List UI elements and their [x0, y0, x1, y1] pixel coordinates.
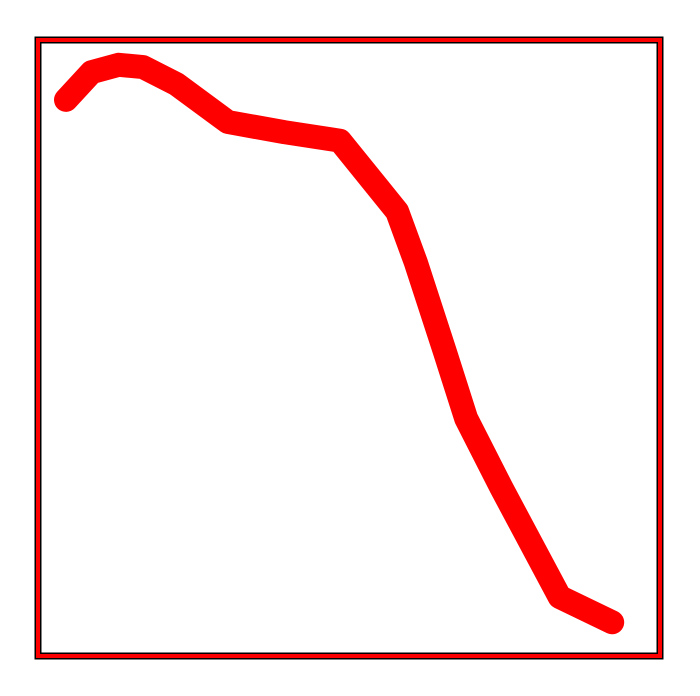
- series-line-0: [54, 52, 625, 635]
- plot-frame-outline: [34, 36, 664, 660]
- plot-frame: [36, 38, 662, 658]
- series-layer: [54, 52, 625, 635]
